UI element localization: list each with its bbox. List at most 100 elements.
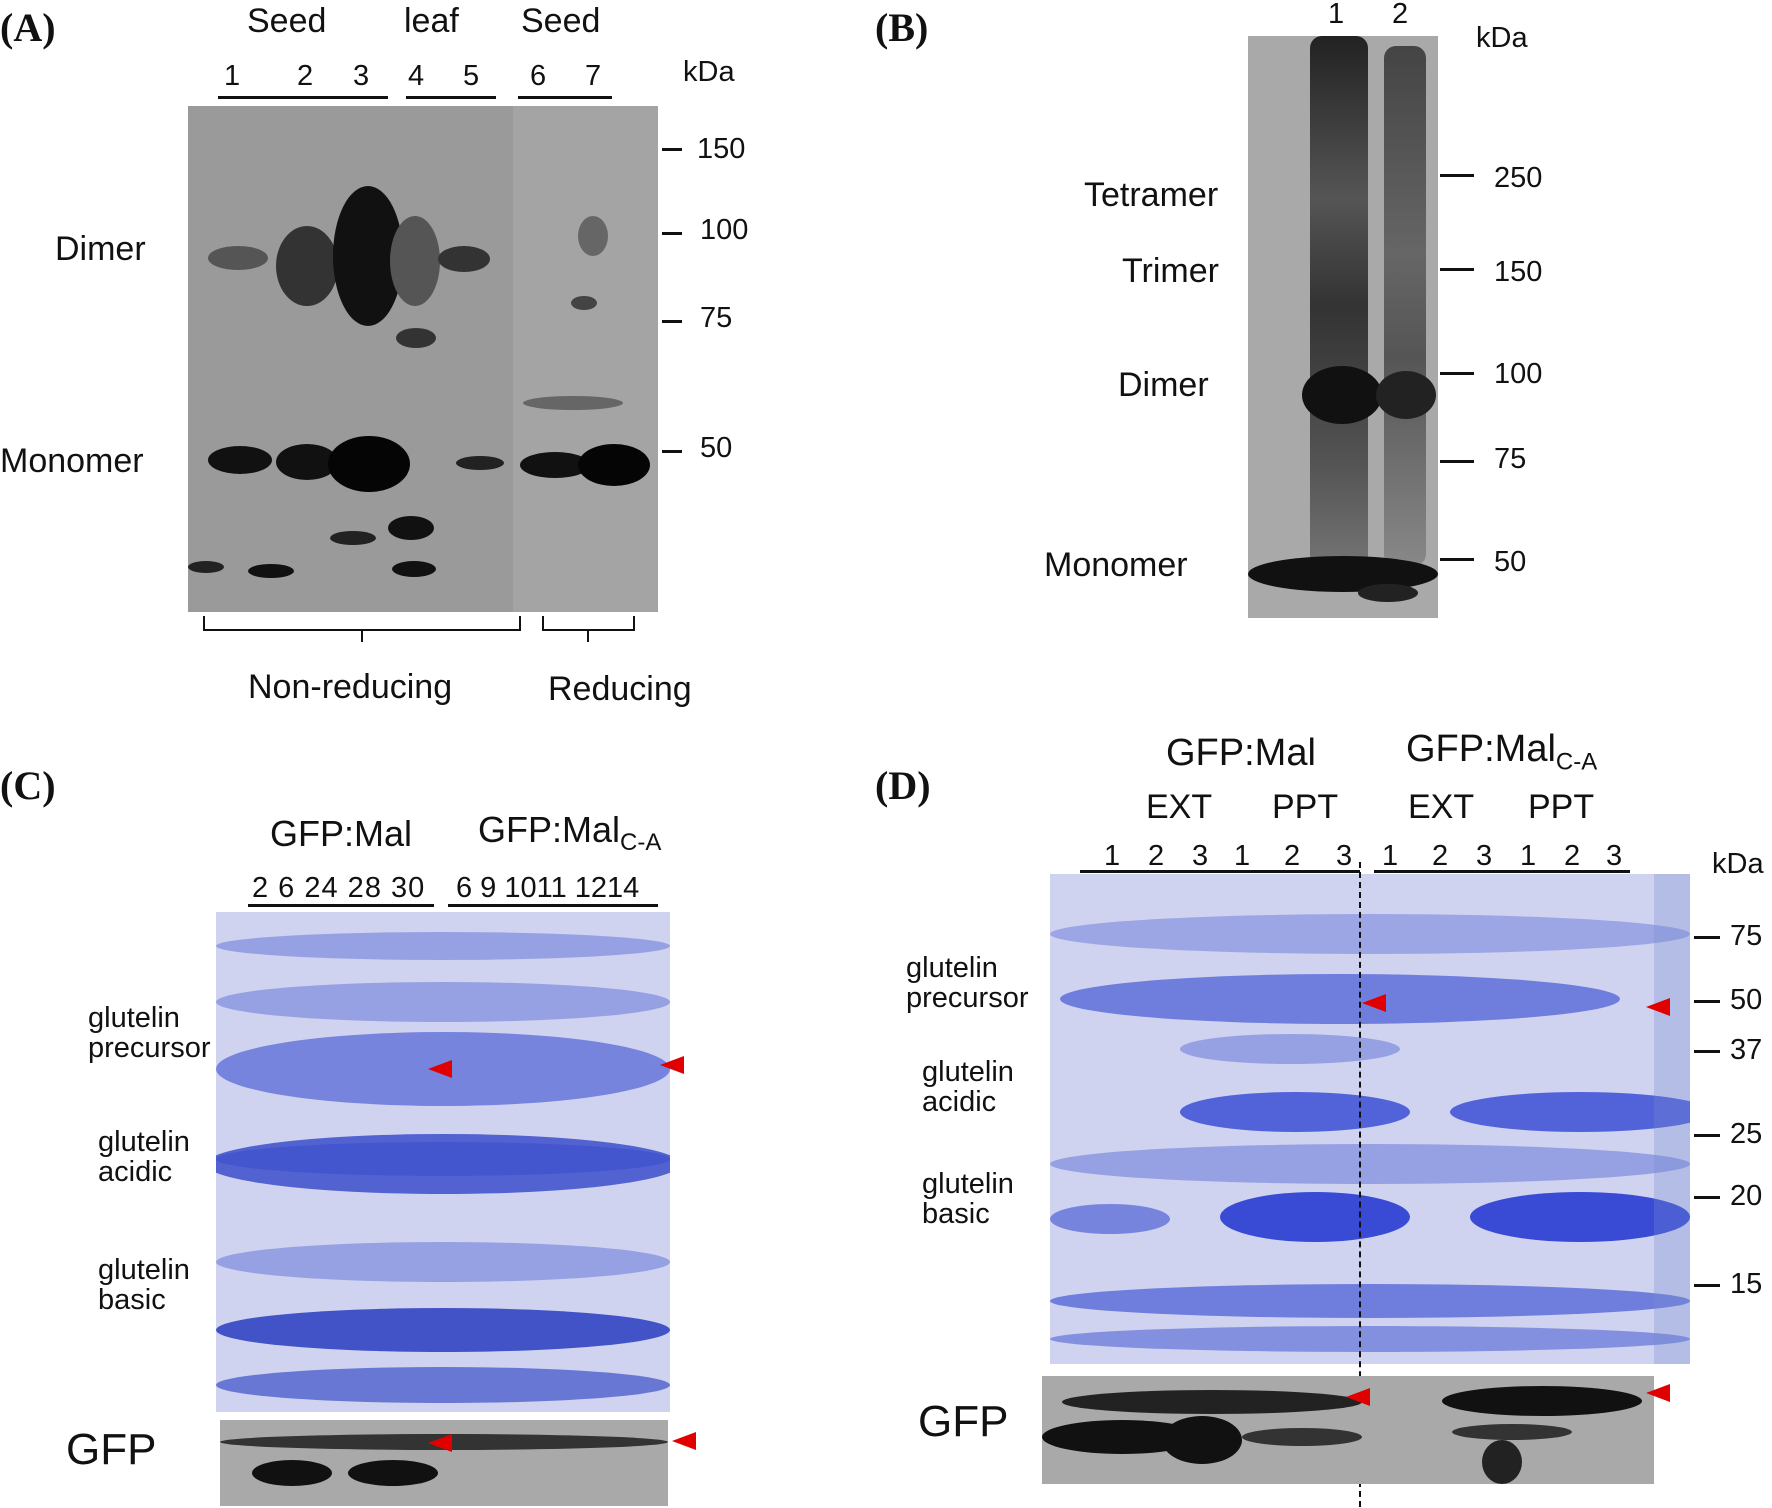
unit-kda: kDa: [1476, 22, 1528, 54]
lane-label: 3: [1476, 840, 1493, 872]
lane-label: 3: [353, 60, 370, 92]
lane-label: 5: [463, 60, 480, 92]
band-label-monomer: Monomer: [0, 442, 144, 480]
lane-labels-gfp-mal: 2 6 24 28 30: [252, 872, 426, 904]
marker-tick: [662, 450, 682, 453]
lane-label: 2: [297, 60, 314, 92]
divider-dashed: [1359, 862, 1361, 1507]
arrowhead-red: [1646, 1384, 1670, 1402]
marker-label: 250: [1494, 162, 1543, 194]
arrowhead-red: [660, 1056, 684, 1074]
lane-group-underline: [1374, 870, 1630, 873]
fraction-label-ppt: PPT: [1528, 788, 1595, 826]
lane-label: 1: [1382, 840, 1399, 872]
band-label-dimer: Dimer: [55, 230, 146, 268]
band-label-monomer: Monomer: [1044, 546, 1188, 584]
marker-tick: [662, 148, 682, 151]
marker-label: 50: [700, 432, 733, 464]
marker-label: 75: [1494, 443, 1527, 475]
band-label-glutelin: glutelin: [922, 1056, 1014, 1088]
lane-label: 2: [1148, 840, 1165, 872]
band-label-glutelin: glutelin: [98, 1254, 190, 1286]
lane-group-underline: [248, 904, 434, 907]
marker-tick: [662, 232, 682, 235]
lane-label: 4: [408, 60, 425, 92]
fraction-label-ext: EXT: [1146, 788, 1213, 826]
lane-group-underline: [448, 904, 658, 907]
marker-tick: [662, 320, 682, 323]
panel-a-label: (A): [0, 5, 56, 50]
group-label-seed: Seed: [247, 2, 327, 40]
unit-kda: kDa: [1712, 848, 1764, 880]
condition-non-reducing: Non-reducing: [248, 668, 453, 706]
lane-label: 6: [530, 60, 547, 92]
lane-label: 2: [1392, 0, 1409, 30]
marker-label: 20: [1730, 1180, 1763, 1212]
blot-label-gfp: GFP: [66, 1425, 157, 1474]
panel-b-label: (B): [875, 5, 929, 50]
coomassie-gel-c: [216, 912, 670, 1412]
group-label-leaf: leaf: [404, 2, 459, 40]
condition-reducing: Reducing: [548, 670, 692, 708]
marker-label: 15: [1730, 1268, 1763, 1300]
band-label-trimer: Trimer: [1122, 252, 1219, 290]
lane-label: 2: [1432, 840, 1449, 872]
lane-label: 1: [1234, 840, 1251, 872]
marker-label: 37: [1730, 1034, 1763, 1066]
lane-group-underline: [518, 96, 612, 99]
lane-label: 3: [1606, 840, 1623, 872]
band-label-glutelin: glutelin: [98, 1126, 190, 1158]
lane-label: 1: [1520, 840, 1537, 872]
arrowhead-red: [1346, 1388, 1370, 1406]
group-label-gfp-mal: GFP:Mal: [270, 813, 413, 854]
lane-group-underline: [406, 96, 496, 99]
western-blot-b: [1248, 36, 1438, 618]
marker-tick: [1440, 174, 1474, 177]
lane-label: 3: [1336, 840, 1353, 872]
marker-label: 100: [1494, 358, 1543, 390]
lane-label: 3: [1192, 840, 1209, 872]
group-label-gfp-mal-ca: GFP:MalC-A: [478, 809, 662, 857]
lane-label: 1: [224, 60, 241, 92]
panel-c-label: (C): [0, 763, 56, 808]
lane-label: 7: [585, 60, 602, 92]
band-label-basic: basic: [922, 1198, 990, 1230]
marker-tick: [1440, 372, 1474, 375]
marker-label: 150: [697, 133, 746, 165]
marker-label: 50: [1730, 984, 1763, 1016]
arrowhead-red: [672, 1432, 696, 1450]
panel-d-label: (D): [875, 763, 931, 808]
fraction-label-ext: EXT: [1408, 788, 1475, 826]
arrowhead-red: [1362, 994, 1386, 1012]
lane-group-underline: [1080, 870, 1360, 873]
group-label-seed-2: Seed: [521, 2, 601, 40]
lane-label: 1: [1104, 840, 1121, 872]
marker-tick: [1694, 1050, 1720, 1053]
marker-label: 50: [1494, 546, 1527, 578]
band-label-tetramer: Tetramer: [1084, 176, 1219, 214]
group-label-gfp-mal: GFP:Mal: [1166, 732, 1316, 774]
lane-label: 1: [1328, 0, 1345, 30]
marker-tick: [1694, 936, 1720, 939]
band-label-acidic: acidic: [922, 1086, 997, 1118]
marker-tick: [1440, 558, 1474, 561]
band-label-glutelin: glutelin: [922, 1168, 1014, 1200]
lane-label: 2: [1284, 840, 1301, 872]
band-label-acidic: acidic: [98, 1156, 173, 1188]
blot-label-gfp: GFP: [918, 1397, 1009, 1446]
group-label-gfp-mal-ca: GFP:MalC-A: [1406, 728, 1598, 776]
marker-label: 150: [1494, 256, 1543, 288]
marker-label: 75: [700, 302, 733, 334]
western-blot-a: [188, 106, 658, 612]
band-label-precursor: precursor: [906, 982, 1029, 1014]
band-label-glutelin: glutelin: [906, 952, 998, 984]
band-label-precursor: precursor: [88, 1032, 211, 1064]
marker-tick: [1694, 1284, 1720, 1287]
condition-brackets: [203, 616, 635, 642]
marker-label: 25: [1730, 1118, 1763, 1150]
arrowhead-red: [428, 1434, 452, 1452]
marker-tick: [1440, 268, 1474, 271]
band-label-dimer: Dimer: [1118, 366, 1209, 404]
coomassie-gel-d: [1050, 874, 1690, 1364]
lane-label: 2: [1564, 840, 1581, 872]
